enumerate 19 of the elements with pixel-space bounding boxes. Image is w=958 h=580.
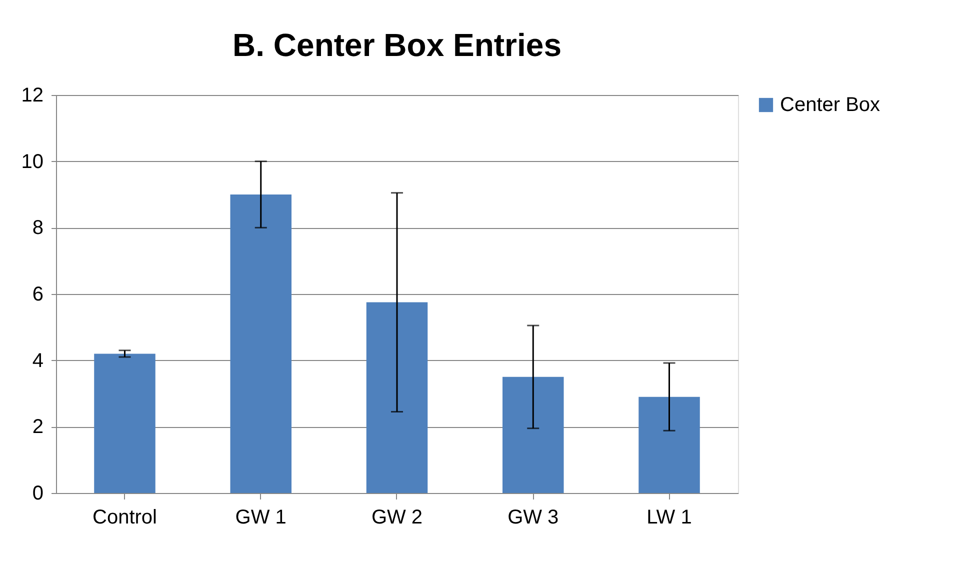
y-tick-label: 2: [32, 416, 44, 438]
y-tick-label: 10: [21, 150, 44, 173]
x-tick-label: LW 1: [646, 506, 692, 528]
bar: [502, 376, 564, 493]
x-tick-label: GW 3: [508, 506, 559, 528]
y-tick-label: 8: [32, 217, 44, 240]
x-tick-label: GW 2: [371, 506, 423, 528]
bar: [638, 396, 700, 493]
legend-label: Center Box: [780, 94, 880, 116]
y-tick-label: 4: [32, 350, 44, 372]
y-tick-label: 12: [21, 84, 44, 106]
bar: [366, 302, 428, 493]
chart-title: B. Center Box Entries: [232, 27, 562, 63]
bar: [94, 354, 156, 493]
y-tick-label: 0: [32, 482, 44, 504]
x-tick-label: Control: [92, 506, 157, 528]
bar: [230, 194, 292, 493]
y-tick-label: 6: [32, 284, 44, 306]
x-tick-label: GW 1: [235, 506, 286, 528]
